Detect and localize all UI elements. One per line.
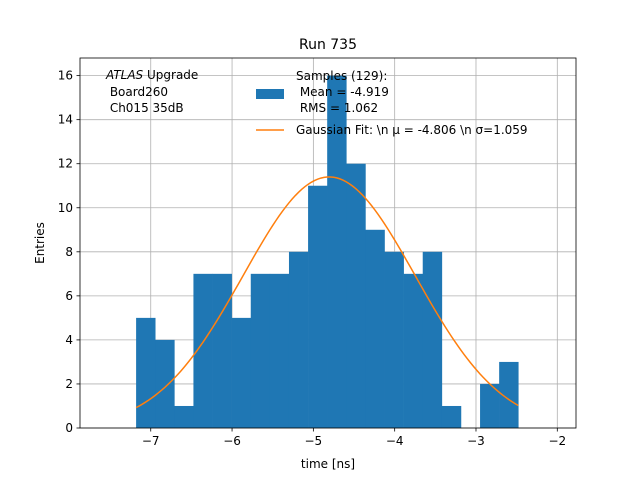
y-tick-label-3: 6 — [65, 289, 73, 303]
annotation-line-2: Board260 — [106, 85, 168, 99]
x-tick-label-2: −5 — [305, 434, 323, 448]
y-tick-label-8: 16 — [58, 69, 73, 83]
plot-frame — [79, 57, 577, 429]
histogram-bars — [136, 75, 519, 428]
y-tick-label-5: 10 — [58, 201, 73, 215]
legend: Samples (129): Mean = -4.919 RMS = 1.062… — [256, 69, 528, 137]
x-tick-label-5: −2 — [548, 434, 566, 448]
histogram-bar-3 — [193, 273, 213, 428]
histogram-bar-8 — [288, 251, 309, 428]
histogram-bar-0 — [136, 317, 156, 428]
histogram-bar-5 — [231, 317, 252, 428]
x-tick-label-0: −7 — [142, 434, 160, 448]
y-axis-label: Entries — [33, 222, 47, 264]
histogram-bar-14 — [403, 273, 424, 428]
legend-histogram-swatch — [256, 89, 284, 99]
histogram-bar-18 — [480, 383, 500, 428]
y-tick-label-7: 14 — [58, 113, 73, 127]
histogram-bar-13 — [384, 251, 404, 428]
histogram-bar-4 — [212, 273, 232, 428]
annotation-rest: Upgrade — [143, 68, 198, 82]
y-tick-label-2: 4 — [65, 333, 73, 347]
y-tick-label-0: 0 — [65, 421, 73, 435]
histogram-bar-12 — [365, 229, 385, 428]
histogram-bar-19 — [499, 361, 519, 428]
annotation-line-3: Ch015 35dB — [106, 101, 184, 115]
histogram-bar-1 — [155, 339, 175, 428]
legend-hist-line-2: Mean = -4.919 — [296, 85, 389, 99]
histogram-bar-16 — [441, 405, 462, 428]
histogram-bar-10 — [327, 75, 347, 428]
annotation-line-1: ATLAS Upgrade — [105, 68, 198, 82]
x-axis-ticks: −7 −6 −5 −4 −3 −2 — [142, 428, 566, 448]
y-tick-label-1: 2 — [65, 377, 73, 391]
x-tick-label-3: −4 — [386, 434, 404, 448]
y-axis-ticks: 0 2 4 6 8 10 12 14 16 — [58, 69, 80, 435]
chart-title: Run 735 — [299, 37, 357, 53]
histogram-bar-7 — [269, 273, 290, 428]
legend-hist-line-3: RMS = 1.062 — [296, 101, 378, 115]
legend-fit-label: Gaussian Fit: \n μ = -4.806 \n σ=1.059 — [296, 123, 528, 137]
histogram-bar-9 — [308, 185, 328, 428]
atlas-annotation: ATLAS Upgrade Board260 Ch015 35dB — [105, 68, 198, 115]
histogram-bar-11 — [346, 163, 366, 428]
legend-hist-line-1: Samples (129): — [296, 69, 387, 83]
x-tick-label-1: −6 — [223, 434, 241, 448]
gaussian-fit-curve — [135, 176, 519, 409]
histogram-bar-15 — [422, 251, 443, 428]
y-tick-label-4: 8 — [65, 245, 73, 259]
x-tick-label-4: −3 — [467, 434, 485, 448]
annotation-italic: ATLAS — [105, 68, 144, 82]
histogram-bar-6 — [250, 273, 271, 428]
x-axis-label: time [ns] — [301, 457, 355, 471]
histogram-bar-2 — [174, 405, 194, 428]
y-tick-label-6: 12 — [58, 157, 73, 171]
